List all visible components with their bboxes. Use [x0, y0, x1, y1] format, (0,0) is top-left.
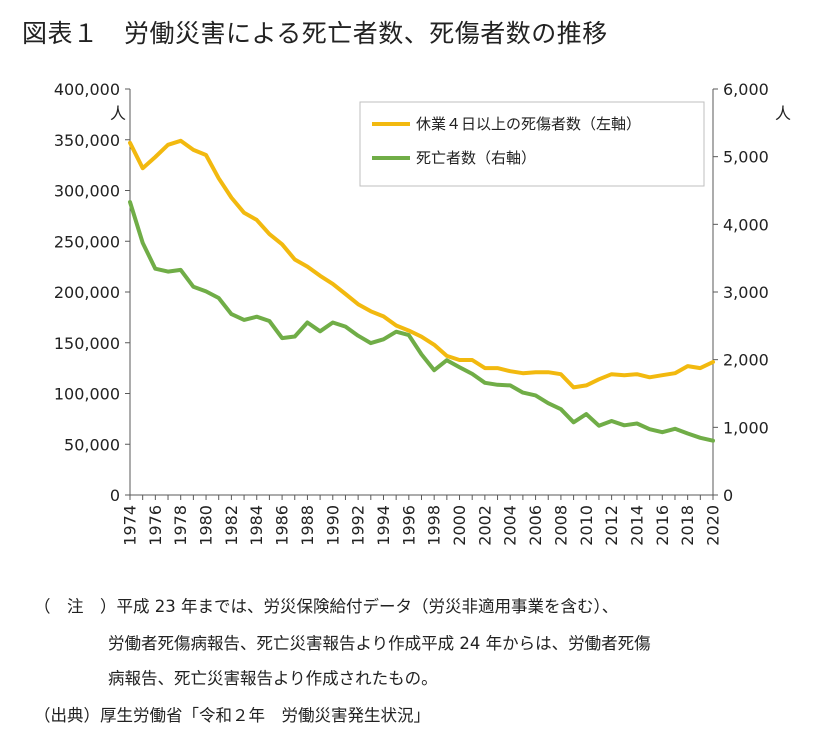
legend-label-deaths: 死亡者数（右軸） [416, 149, 536, 167]
series-casualties-line [128, 138, 715, 390]
right-tick-label: 1,000 [723, 418, 769, 437]
x-tick-label: 2006 [526, 505, 545, 546]
x-tick-label: 2012 [602, 505, 621, 546]
x-tick-label: 1980 [197, 505, 216, 546]
right-tick-label: 6,000 [723, 80, 769, 99]
note-line-3: 病報告、死亡災害報告より作成されたもの。 [108, 669, 438, 688]
x-tick-label: 1974 [121, 505, 140, 546]
series-deaths-line [128, 200, 715, 443]
x-tick-label: 2010 [577, 505, 596, 546]
page-title: 図表１ 労働災害による死亡者数、死傷者数の推移 [22, 19, 608, 48]
right-tick-label: 0 [723, 486, 733, 505]
left-tick-label: 150,000 [54, 334, 120, 353]
x-tick-label: 1992 [349, 505, 368, 546]
legend-box [359, 101, 705, 187]
left-tick-label: 200,000 [54, 283, 120, 302]
x-tick-label: 1988 [298, 505, 317, 546]
x-tick-label: 2004 [501, 505, 520, 546]
left-tick-label: 100,000 [54, 385, 120, 404]
left-tick-label: 300,000 [54, 182, 120, 201]
right-axis-unit: 人 [775, 104, 791, 123]
source-line: （出典）厚生労働省「令和２年 労働災害発生状況」 [34, 706, 430, 725]
x-tick-label: 2008 [551, 505, 570, 546]
x-tick-label: 2002 [475, 505, 494, 546]
x-tick-label: 1976 [146, 505, 165, 546]
left-tick-label: 350,000 [54, 131, 120, 150]
note-line-1: （ 注 ）平成 23 年までは、労災保険給付データ（労災非適用事業を含む）、 [34, 597, 619, 616]
left-tick-label: 400,000 [54, 80, 120, 99]
x-tick-label: 2018 [678, 505, 697, 546]
right-tick-label: 2,000 [723, 351, 769, 370]
x-tick-label: 2014 [627, 505, 646, 546]
chart: 0 50,000 100,000 150,000 200,000 250,000 300,0… [54, 80, 791, 546]
x-tick-label: 1984 [247, 505, 266, 546]
x-tick-label: 1994 [374, 505, 393, 546]
legend-label-casualties: 休業４日以上の死傷者数（左軸） [416, 115, 641, 133]
x-tick-label: 1996 [399, 505, 418, 546]
x-tick-label: 1978 [171, 505, 190, 546]
chart-axes: 0 50,000 100,000 150,000 200,000 250,000 300,0… [54, 80, 791, 546]
right-tick-label: 4,000 [723, 215, 769, 234]
x-tick-label: 1990 [323, 505, 342, 546]
left-tick-label: 0 [110, 486, 120, 505]
left-tick-label: 250,000 [54, 232, 120, 251]
x-tick-label: 2020 [704, 505, 723, 546]
x-tick-label: 1982 [222, 505, 241, 546]
right-tick-label: 3,000 [723, 283, 769, 302]
right-tick-label: 5,000 [723, 148, 769, 167]
x-tick-label: 1986 [273, 505, 292, 546]
note-line-2: 労働者死傷病報告、死亡災害報告より作成平成 24 年からは、労働者死傷 [108, 634, 651, 653]
left-axis-unit: 人 [110, 104, 126, 123]
x-tick-label: 2000 [450, 505, 469, 546]
left-tick-label: 50,000 [64, 435, 120, 454]
chart-legend: 休業４日以上の死傷者数（左軸） 死亡者数（右軸） [359, 101, 705, 187]
x-tick-label: 2016 [653, 505, 672, 546]
x-tick-label: 1998 [425, 505, 444, 546]
chart-series-layer [128, 138, 715, 443]
